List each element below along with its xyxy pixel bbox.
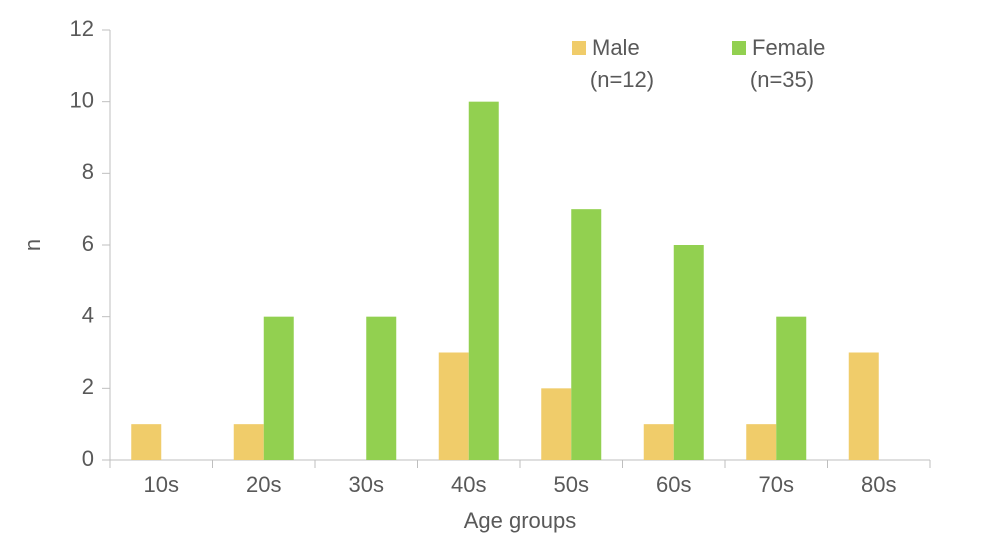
bar-male [131,424,161,460]
x-tick-label: 40s [451,472,486,497]
legend-swatch [572,41,586,55]
y-tick-label: 6 [82,231,94,256]
x-tick-label: 20s [246,472,281,497]
y-tick-label: 2 [82,374,94,399]
x-tick-label: 80s [861,472,896,497]
bar-female [571,209,601,460]
legend-label: Male [592,35,640,60]
legend-sublabel: (n=12) [590,67,654,92]
y-tick-label: 10 [70,87,94,112]
x-tick-label: 50s [554,472,589,497]
bar-male [746,424,776,460]
legend-swatch [732,41,746,55]
y-tick-label: 0 [82,446,94,471]
y-tick-label: 12 [70,16,94,41]
bar-female [469,102,499,460]
x-tick-label: 30s [349,472,384,497]
bar-female [264,317,294,460]
bar-female [366,317,396,460]
bar-male [234,424,264,460]
x-tick-label: 70s [759,472,794,497]
x-tick-label: 60s [656,472,691,497]
bar-female [776,317,806,460]
x-axis-title: Age groups [464,508,577,533]
bar-chart: 0 2 4 6 8 10 12 n 10s 20s 30s 40s 50s 60s 70s 80s Age gr… [0,0,986,555]
bar-male [644,424,674,460]
legend-label: Female [752,35,825,60]
x-tick-label: 10s [144,472,179,497]
y-tick-label: 8 [82,159,94,184]
y-tick-label: 4 [82,302,94,327]
legend-sublabel: (n=35) [750,67,814,92]
chart-container: 0 2 4 6 8 10 12 n 10s 20s 30s 40s 50s 60s 70s 80s Age gr… [0,0,986,555]
y-axis-title: n [20,239,45,251]
bar-male [541,388,571,460]
bar-female [674,245,704,460]
bar-male [439,353,469,461]
bar-male [849,353,879,461]
